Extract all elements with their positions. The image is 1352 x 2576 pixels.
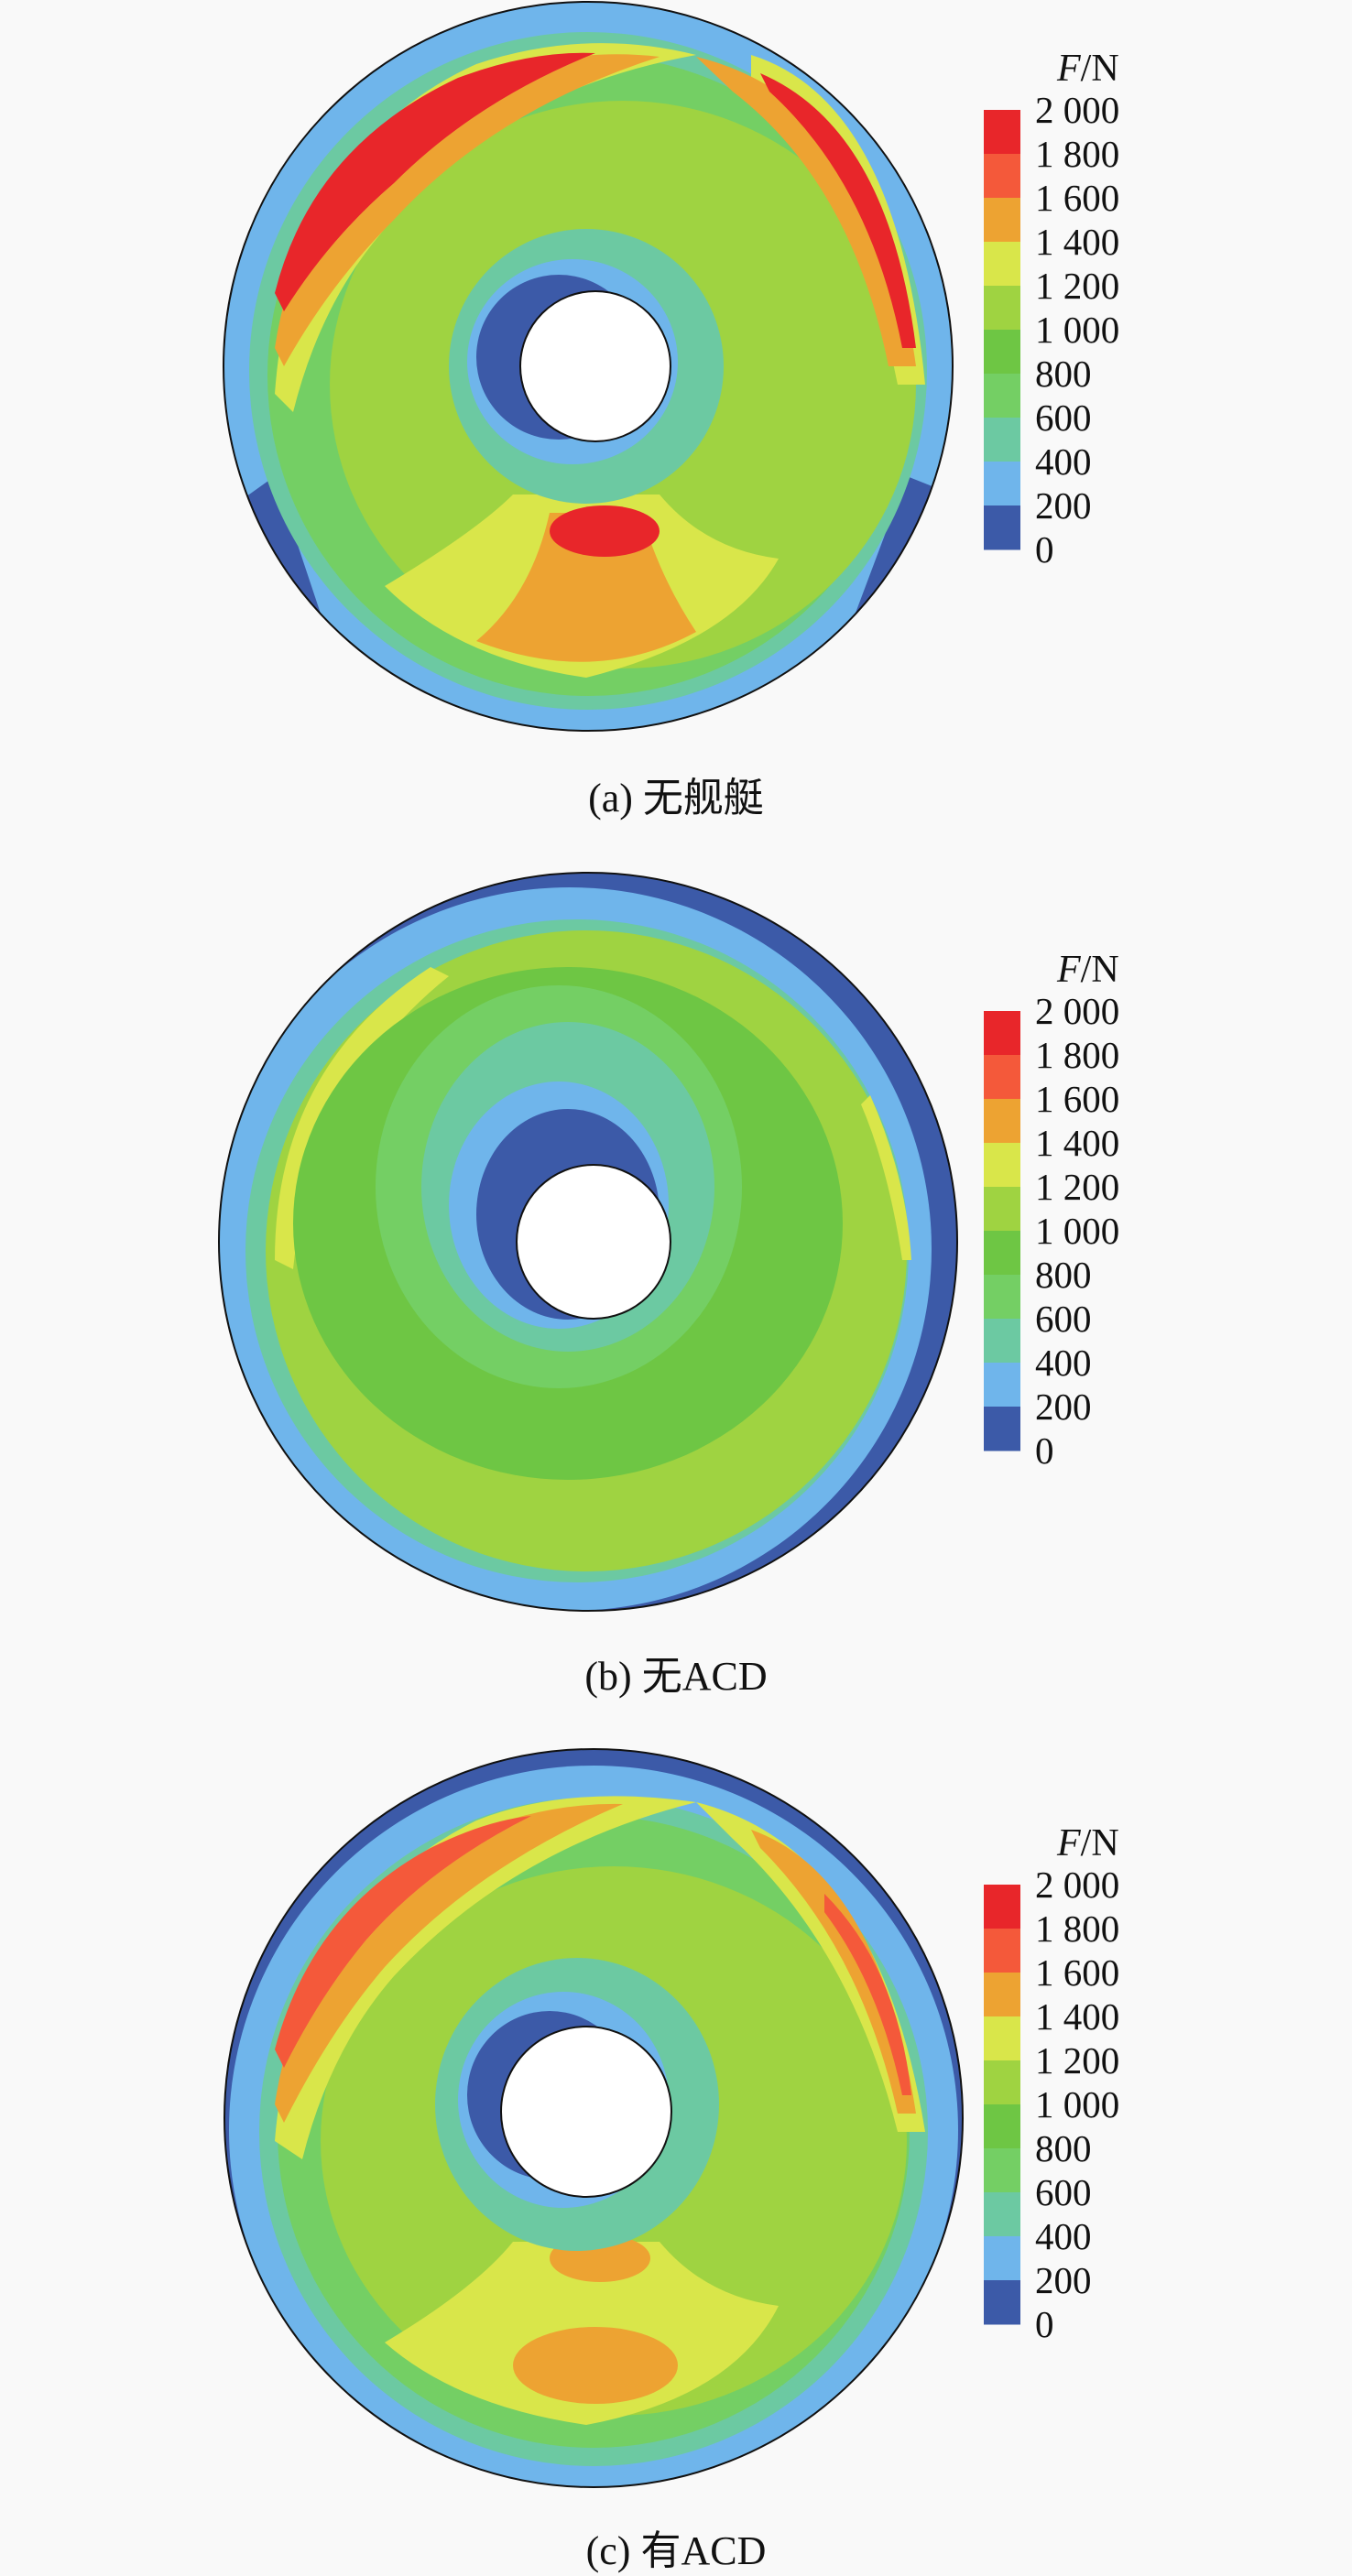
colorbar-tick-label: 600 xyxy=(1035,1298,1092,1340)
disk-a-hole xyxy=(519,290,671,442)
colorbar-swatch xyxy=(984,330,1020,375)
colorbar-swatch xyxy=(984,154,1020,199)
colorbar-tick-label: 1 400 xyxy=(1035,1995,1119,2038)
colorbar-swatch xyxy=(984,2148,1020,2193)
colorbar-tick-label: 2 000 xyxy=(1035,990,1119,1032)
colorbar-tick-label: 1 800 xyxy=(1035,1034,1119,1076)
disk-c-outline xyxy=(224,1748,964,2488)
colorbar-tick-label: 600 xyxy=(1035,397,1092,439)
disk-a-lower-red xyxy=(550,505,660,557)
colorbar-tick-label: 1 000 xyxy=(1035,309,1119,351)
panel-b: F/N 2 000 1 800 1 600 1 400 1 200 1 000 800 600 4… xyxy=(0,872,1352,1700)
disk-c-upper-left-red xyxy=(275,1816,531,2068)
colorbar-swatch xyxy=(984,242,1020,287)
colorbar-swatch xyxy=(984,1099,1020,1144)
colorbar-swatch xyxy=(984,1319,1020,1364)
disk-c-upper-right-red xyxy=(824,1894,911,2095)
caption-b: (b) 无ACD xyxy=(584,1654,768,1699)
colorbar-tick-label: 1 600 xyxy=(1035,1951,1119,1994)
colorbar-swatch xyxy=(984,2104,1020,2149)
disk-b-hole xyxy=(516,1164,671,1320)
colorbar-swatch xyxy=(984,1929,1020,1973)
colorbar-title-symbol: F xyxy=(1056,1822,1081,1864)
colorbar-swatch xyxy=(984,374,1020,418)
colorbar-tick-label: 0 xyxy=(1035,1429,1054,1472)
colorbar-tick-label: 800 xyxy=(1035,353,1092,395)
colorbar-title: F/N xyxy=(1056,1822,1119,1864)
colorbar-tick-label: 800 xyxy=(1035,2127,1092,2169)
colorbar-tick-label: 2 000 xyxy=(1035,1864,1119,1906)
colorbar-swatch xyxy=(984,2060,1020,2105)
colorbar-tick-label: 200 xyxy=(1035,1386,1092,1428)
colorbar-tick-label: 1 600 xyxy=(1035,1078,1119,1120)
colorbar-title: F/N xyxy=(1056,949,1119,991)
disk-a-upper-left-red xyxy=(275,52,595,312)
colorbar-tick-label: 600 xyxy=(1035,2171,1092,2213)
colorbar-tick-label: 200 xyxy=(1035,484,1092,527)
colorbar-swatch xyxy=(984,1231,1020,1276)
disk-b-right-yellow xyxy=(861,1095,911,1260)
colorbar-swatch xyxy=(984,1011,1020,1056)
disk-a-outline xyxy=(223,1,954,732)
colorbar-title-symbol: F xyxy=(1056,48,1081,90)
colorbar-tick-label: 1 200 xyxy=(1035,1166,1119,1208)
colorbar-tick-label: 800 xyxy=(1035,1254,1092,1296)
disk-b-outline xyxy=(218,872,958,1612)
colorbar-tick-label: 200 xyxy=(1035,2259,1092,2301)
colorbar-swatch xyxy=(984,2016,1020,2061)
colorbar-swatch xyxy=(984,1407,1020,1451)
colorbar-tick-label: 1 000 xyxy=(1035,1210,1119,1252)
colorbar-swatch xyxy=(984,1143,1020,1188)
colorbar-tick-label: 400 xyxy=(1035,440,1092,483)
disk-c-upper-right-orange xyxy=(751,1830,916,2114)
colorbar-tick-label: 1 000 xyxy=(1035,2083,1119,2125)
colorbar-swatch xyxy=(984,2236,1020,2281)
colorbar-tick-label: 1 200 xyxy=(1035,265,1119,307)
colorbar-swatch xyxy=(984,1885,1020,1929)
colorbar-tick-label: 400 xyxy=(1035,2215,1092,2257)
disk-c-hole xyxy=(500,2026,672,2198)
colorbar-swatch xyxy=(984,462,1020,506)
colorbar-swatch xyxy=(984,1187,1020,1232)
colorbar-swatch xyxy=(984,110,1020,155)
colorbar-tick-label: 0 xyxy=(1035,2303,1054,2345)
colorbar-title: F/N xyxy=(1056,48,1119,90)
disk-b-left-yellow xyxy=(275,967,449,1269)
colorbar-title-unit: /N xyxy=(1081,1822,1119,1864)
panel-c: F/N 2 000 1 800 1 600 1 400 1 200 1 000 800 600 4… xyxy=(0,1747,1352,2573)
colorbar-tick-label: 0 xyxy=(1035,528,1054,571)
colorbar-swatch xyxy=(984,1275,1020,1320)
colorbar-tick-label: 1 400 xyxy=(1035,1122,1119,1164)
colorbar-swatch xyxy=(984,418,1020,462)
colorbar-tick-label: 2 000 xyxy=(1035,89,1119,131)
colorbar-title-unit: /N xyxy=(1081,949,1119,991)
colorbar-swatch xyxy=(984,286,1020,331)
colorbar-tick-label: 1 800 xyxy=(1035,133,1119,175)
colorbar-swatch xyxy=(984,1973,1020,2017)
colorbar-tick-label: 1 600 xyxy=(1035,177,1119,219)
colorbar-tick-label: 1 800 xyxy=(1035,1908,1119,1950)
caption-a: (a) 无舰艇 xyxy=(588,776,764,821)
colorbar-swatch xyxy=(984,2192,1020,2237)
colorbar-swatch xyxy=(984,1055,1020,1100)
colorbar-swatch xyxy=(984,1363,1020,1408)
disk-a-upper-right-red xyxy=(760,73,916,348)
colorbar-tick-label: 400 xyxy=(1035,1342,1092,1384)
disk-c-lower-orange-bottom xyxy=(513,2327,678,2404)
colorbar-tick-label: 1 400 xyxy=(1035,221,1119,263)
colorbar-tick-label: 1 200 xyxy=(1035,2039,1119,2081)
colorbar-title-symbol: F xyxy=(1056,949,1081,991)
panel-a: F/N 2 000 1 800 1 600 1 400 1 200 1 000 800 600 4… xyxy=(0,0,1352,824)
colorbar-swatch xyxy=(984,505,1020,550)
colorbar-title-unit: /N xyxy=(1081,48,1119,90)
colorbar-swatch xyxy=(984,198,1020,243)
caption-c: (c) 有ACD xyxy=(585,2528,767,2573)
colorbar-swatch xyxy=(984,2280,1020,2325)
